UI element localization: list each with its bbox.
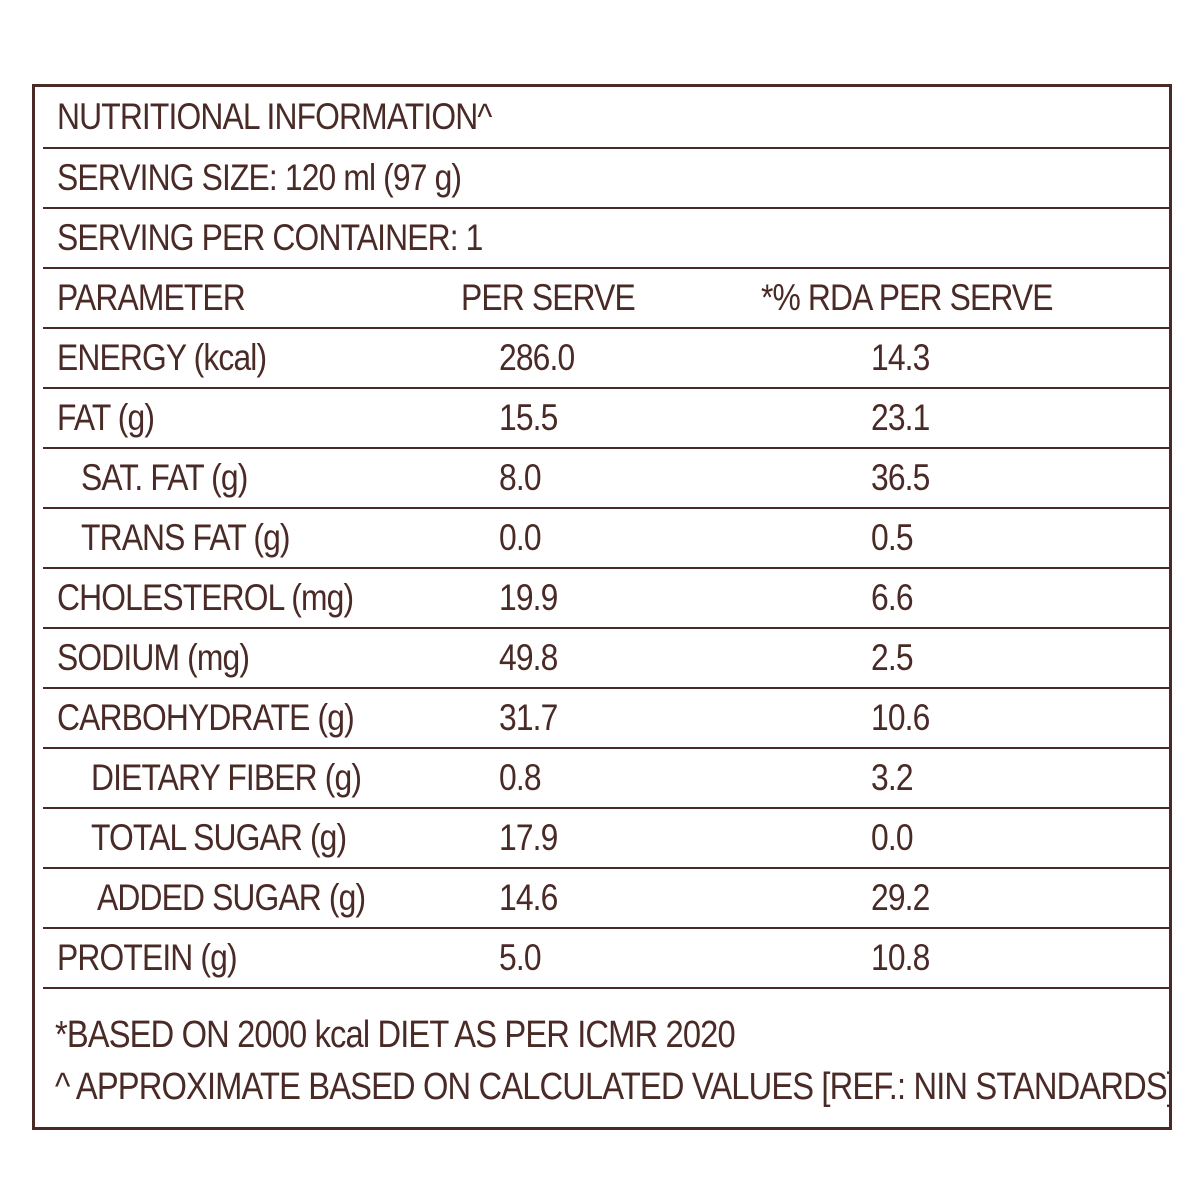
serving-per-container: SERVING PER CONTAINER: 1 — [57, 217, 483, 258]
serving-per-container-row: SERVING PER CONTAINER: 1 — [43, 209, 1169, 269]
row-rda: 3.2 — [871, 757, 914, 798]
row-label: SODIUM (mg) — [57, 637, 250, 678]
row-per-serve: 0.8 — [499, 757, 542, 798]
row-label: DIETARY FIBER (g) — [91, 757, 362, 798]
table-row: ENERGY (kcal) 286.0 14.3 — [43, 329, 1169, 389]
table-row: SODIUM (mg) 49.8 2.5 — [43, 629, 1169, 689]
row-label: FAT (g) — [57, 397, 155, 438]
column-header-per-serve: PER SERVE — [461, 277, 636, 318]
row-per-serve: 286.0 — [499, 337, 575, 378]
table-row: FAT (g) 15.5 23.1 — [43, 389, 1169, 449]
nutrition-table: NUTRITIONAL INFORMATION^ SERVING SIZE: 1… — [32, 84, 1172, 1130]
row-per-serve: 5.0 — [499, 937, 542, 978]
row-per-serve: 8.0 — [499, 457, 542, 498]
row-rda: 0.0 — [871, 817, 914, 858]
table-row: CARBOHYDRATE (g) 31.7 10.6 — [43, 689, 1169, 749]
column-header-parameter: PARAMETER — [57, 277, 246, 318]
row-per-serve: 49.8 — [499, 637, 558, 678]
table-row: TOTAL SUGAR (g) 17.9 0.0 — [43, 809, 1169, 869]
row-per-serve: 17.9 — [499, 817, 558, 858]
row-rda: 10.6 — [871, 697, 930, 738]
row-label: TRANS FAT (g) — [81, 517, 291, 558]
row-label: CARBOHYDRATE (g) — [57, 697, 355, 738]
row-label: SAT. FAT (g) — [81, 457, 248, 498]
column-header-rda: *% RDA PER SERVE — [761, 277, 1053, 318]
serving-size: SERVING SIZE: 120 ml (97 g) — [57, 157, 462, 198]
table-title: NUTRITIONAL INFORMATION^ — [57, 96, 492, 137]
serving-size-row: SERVING SIZE: 120 ml (97 g) — [43, 149, 1169, 209]
row-rda: 0.5 — [871, 517, 914, 558]
footnote-approximate: ^ APPROXIMATE BASED ON CALCULATED VALUES… — [55, 1066, 1172, 1108]
table-row: CHOLESTEROL (mg) 19.9 6.6 — [43, 569, 1169, 629]
table-title-row: NUTRITIONAL INFORMATION^ — [43, 87, 1169, 149]
row-per-serve: 15.5 — [499, 397, 558, 438]
row-label: PROTEIN (g) — [57, 937, 238, 978]
footnote-rda: *BASED ON 2000 kcal DIET AS PER ICMR 202… — [55, 1014, 736, 1056]
row-label: ADDED SUGAR (g) — [97, 877, 366, 918]
row-label: CHOLESTEROL (mg) — [57, 577, 354, 618]
table-row: DIETARY FIBER (g) 0.8 3.2 — [43, 749, 1169, 809]
row-rda: 23.1 — [871, 397, 930, 438]
row-per-serve: 19.9 — [499, 577, 558, 618]
row-rda: 14.3 — [871, 337, 930, 378]
row-rda: 10.8 — [871, 937, 930, 978]
table-row: SAT. FAT (g) 8.0 36.5 — [43, 449, 1169, 509]
table-row: TRANS FAT (g) 0.0 0.5 — [43, 509, 1169, 569]
row-label: ENERGY (kcal) — [57, 337, 267, 378]
table-row: PROTEIN (g) 5.0 10.8 — [43, 929, 1169, 989]
row-per-serve: 31.7 — [499, 697, 558, 738]
row-rda: 6.6 — [871, 577, 914, 618]
row-per-serve: 14.6 — [499, 877, 558, 918]
row-label: TOTAL SUGAR (g) — [91, 817, 347, 858]
footnotes: *BASED ON 2000 kcal DIET AS PER ICMR 202… — [55, 1009, 1172, 1113]
row-rda: 36.5 — [871, 457, 930, 498]
table-row: ADDED SUGAR (g) 14.6 29.2 — [43, 869, 1169, 929]
row-rda: 29.2 — [871, 877, 930, 918]
column-header-row: PARAMETER PER SERVE *% RDA PER SERVE — [43, 269, 1169, 329]
row-per-serve: 0.0 — [499, 517, 542, 558]
row-rda: 2.5 — [871, 637, 914, 678]
